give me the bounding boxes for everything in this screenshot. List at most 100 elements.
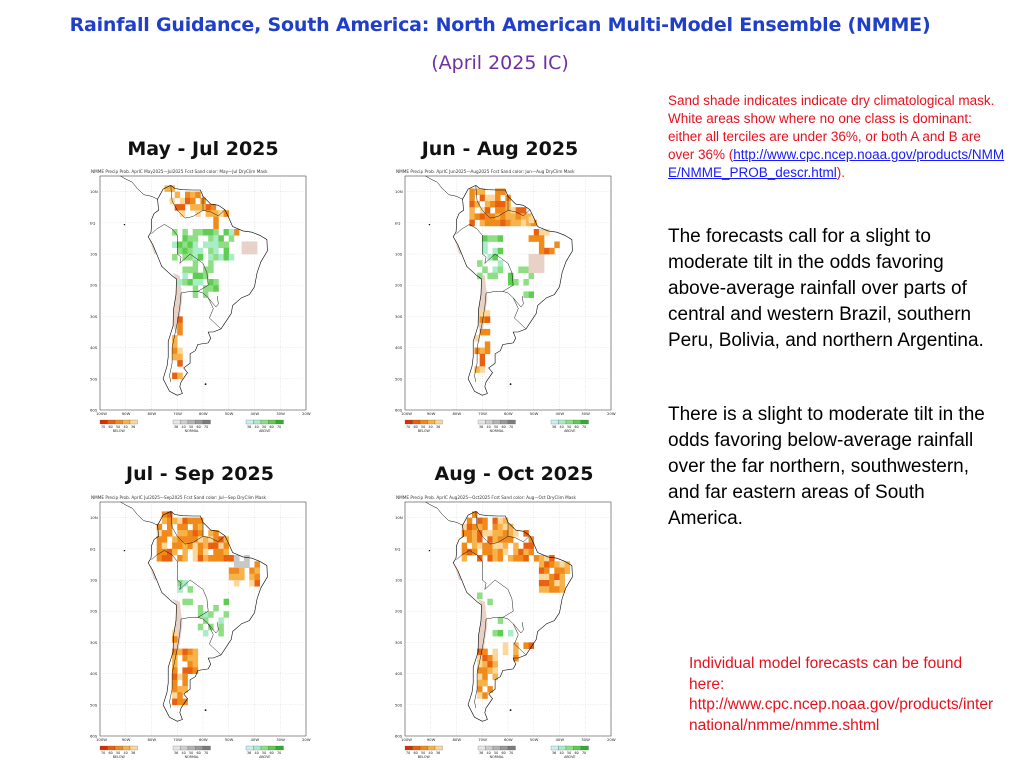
nmme-prob-description-link[interactable]: http://www.cpc.ncep.noaa.gov/products/NM… [668, 147, 1005, 180]
legend-value: 60 [575, 751, 579, 755]
map-svg: NMME Precip Prob. AprIC May2025—Jul2025 … [90, 169, 311, 433]
legend-value: 60 [575, 425, 579, 429]
lon-tick-label: 60W [199, 737, 208, 742]
legend-swatch [550, 419, 559, 425]
legend-value: 60 [109, 425, 113, 429]
lat-tick-label: 50S [395, 702, 403, 707]
legend-swatch [99, 419, 108, 425]
legend-swatch [195, 419, 204, 425]
legend-swatch [180, 419, 189, 425]
legend-value: 40 [255, 751, 259, 755]
legend-category: ABOVE [564, 755, 575, 759]
legend-value: 60 [502, 425, 506, 429]
lon-tick-label: 90W [122, 411, 131, 416]
legend-category: NORMAL [490, 755, 504, 759]
legend-swatch [477, 745, 486, 751]
legend-value: 50 [189, 425, 193, 429]
legend-value: 36 [131, 425, 135, 429]
legend-swatch [129, 745, 138, 751]
legend-swatch [202, 419, 211, 425]
legend-swatch [580, 419, 589, 425]
legend-value: 70 [406, 425, 410, 429]
forecast-map-mjj: NMME Precip Prob. AprIC May2025—Jul2025 … [88, 166, 313, 436]
lat-tick-label: 30S [395, 640, 403, 645]
lon-tick-label: 90W [427, 411, 436, 416]
legend-swatch [492, 419, 501, 425]
legend-value: 50 [567, 425, 571, 429]
legend-swatch [129, 419, 138, 425]
lat-tick-label: 60S [90, 408, 98, 413]
legend-value: 50 [567, 751, 571, 755]
legend-value: 60 [414, 425, 418, 429]
legend-value: 36 [479, 751, 483, 755]
legend-value: 70 [582, 751, 586, 755]
lon-tick-label: 70W [173, 411, 182, 416]
legend-value: 70 [204, 425, 208, 429]
legend-category: BELOW [113, 429, 126, 433]
lat-tick-label: EQ [395, 546, 400, 551]
legend-swatch [558, 745, 567, 751]
legend-value: 50 [494, 425, 498, 429]
legend-value: 36 [174, 425, 178, 429]
legend-value: 50 [421, 425, 425, 429]
above-average-paragraph: The forecasts call for a slight to moder… [668, 226, 984, 351]
lat-tick-label: 20S [90, 283, 98, 288]
lat-tick-label: 30S [395, 314, 403, 319]
legend-category: NORMAL [185, 429, 199, 433]
lon-tick-label: 40W [251, 737, 260, 742]
page-subtitle: (April 2025 IC) [431, 52, 569, 74]
lat-tick-label: 40S [90, 345, 98, 350]
legend-value: 40 [560, 751, 564, 755]
lat-tick-label: 10S [90, 252, 98, 257]
legend-swatch [107, 745, 116, 751]
legend-swatch [500, 745, 509, 751]
page-title: Rainfall Guidance, South America: North … [69, 14, 931, 36]
legend-value: 36 [247, 425, 251, 429]
legend-value: 50 [262, 425, 266, 429]
legend-swatch [253, 419, 262, 425]
legend-swatch [412, 745, 421, 751]
legend-swatch [485, 745, 494, 751]
legend-value: 40 [124, 751, 128, 755]
lon-tick-label: 40W [556, 737, 565, 742]
legend-value: 36 [131, 751, 135, 755]
lon-tick-label: 30W [276, 737, 285, 742]
legend-swatch [573, 419, 582, 425]
legend-swatch [107, 419, 116, 425]
mask-explanation-note: Sand shade indicates indicate dry climat… [668, 92, 1008, 182]
individual-models-url[interactable]: http://www.cpc.ncep.noaa.gov/products/in… [689, 696, 994, 734]
lon-tick-label: 30W [581, 411, 590, 416]
legend-value: 40 [124, 425, 128, 429]
individual-models-note: Individual model forecasts can be found … [689, 654, 999, 736]
lon-tick-label: 70W [478, 411, 487, 416]
legend-swatch [260, 419, 269, 425]
lat-tick-label: 20S [395, 283, 403, 288]
legend-swatch [195, 745, 204, 751]
legend-value: 60 [197, 751, 201, 755]
forecast-map-jja: NMME Precip Prob. AprIC Jun2025—Aug2025 … [393, 166, 618, 436]
lon-tick-label: 20W [607, 411, 616, 416]
lat-tick-label: 20S [395, 609, 403, 614]
lon-tick-label: 50W [530, 411, 539, 416]
note-text: Sand shade indicates indicate dry climat… [668, 93, 995, 162]
lon-tick-label: 100W [96, 411, 107, 416]
forecast-map-aso: NMME Precip Prob. AprIC Aug2025—Oct2025 … [393, 492, 618, 762]
map-caption: NMME Precip Prob. AprIC Jul2025—Sep2025 … [91, 495, 267, 500]
legend-swatch [427, 745, 436, 751]
legend-category: BELOW [113, 755, 126, 759]
lat-tick-label: 40S [90, 671, 98, 676]
lat-tick-label: 10S [395, 578, 403, 583]
lon-tick-label: 90W [427, 737, 436, 742]
legend-value: 40 [182, 751, 186, 755]
lon-tick-label: 50W [530, 737, 539, 742]
legend-value: 70 [406, 751, 410, 755]
lat-tick-label: 10S [395, 252, 403, 257]
legend-swatch [114, 419, 123, 425]
lon-tick-label: 50W [225, 737, 234, 742]
legend-swatch [404, 745, 413, 751]
legend-swatch [404, 419, 413, 425]
lon-tick-label: 70W [173, 737, 182, 742]
legend-value: 36 [247, 751, 251, 755]
map-caption: NMME Precip Prob. AprIC Jun2025—Aug2025 … [396, 169, 575, 174]
legend-swatch [573, 745, 582, 751]
